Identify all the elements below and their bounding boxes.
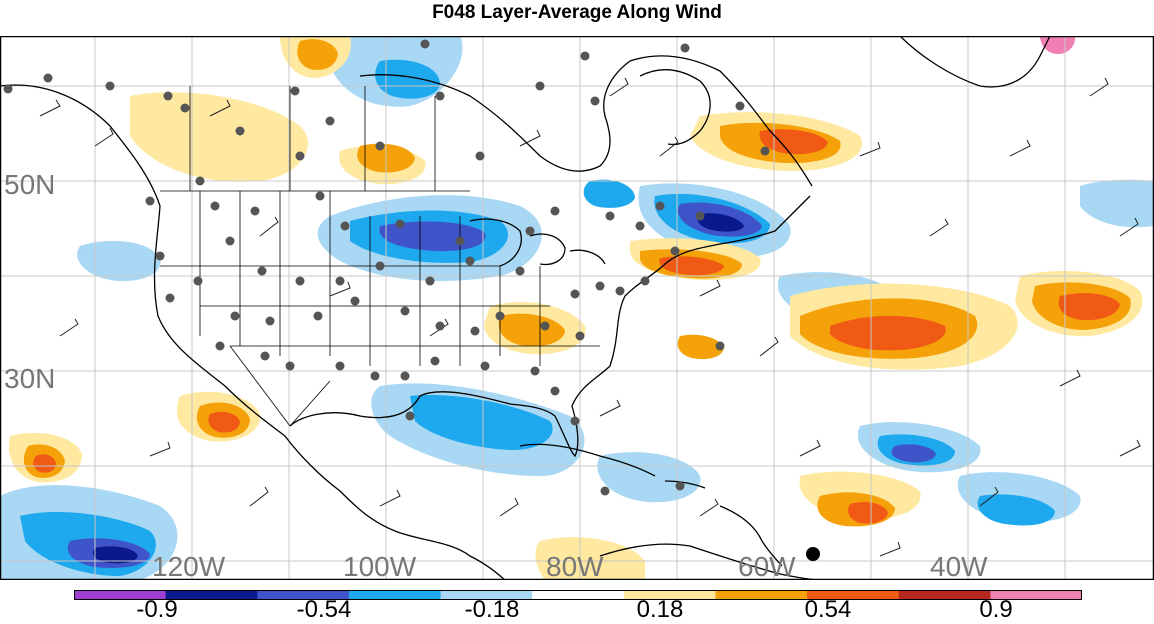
wind-barbs bbox=[39, 77, 1141, 557]
colorbar-cell bbox=[74, 590, 167, 600]
lat-labels: 50N 30N bbox=[4, 169, 55, 394]
coastlines bbox=[0, 36, 1051, 580]
colorbar-cell bbox=[440, 590, 533, 600]
political-borders bbox=[160, 86, 600, 427]
colorbar-label: -0.9 bbox=[136, 596, 178, 623]
lon-label-120w: 120W bbox=[152, 551, 226, 580]
colorbar-cell bbox=[898, 590, 991, 600]
colorbar-label: -0.18 bbox=[464, 596, 520, 623]
colorbar-cell bbox=[532, 590, 625, 600]
anomaly-shading bbox=[0, 36, 1154, 580]
colorbar-cell bbox=[990, 590, 1082, 600]
map-title: F048 Layer-Average Along Wind bbox=[432, 2, 722, 23]
lon-labels: 120W 100W 80W 60W 40W bbox=[152, 551, 988, 580]
colorbar-label: -0.54 bbox=[296, 596, 352, 623]
lat-lon-grid bbox=[0, 36, 1154, 580]
colorbar-cell bbox=[807, 590, 900, 600]
colorbar-label: 0.54 bbox=[804, 596, 852, 623]
lon-label-80w: 80W bbox=[546, 551, 604, 580]
colorbar-cell bbox=[165, 590, 258, 600]
colorbar-cell bbox=[348, 590, 442, 600]
lat-label-50n: 50N bbox=[4, 169, 55, 200]
map-panel: 50N 30N 120W 100W 80W 60W 40W bbox=[0, 36, 1154, 580]
lon-label-100w: 100W bbox=[343, 551, 417, 580]
lon-label-60w: 60W bbox=[738, 551, 796, 580]
colorbar bbox=[74, 590, 1082, 600]
colorbar-cell bbox=[715, 590, 808, 600]
station-dots bbox=[3, 39, 820, 561]
colorbar-cell bbox=[623, 590, 716, 600]
colorbar-label: 0.9 bbox=[979, 596, 1013, 623]
colorbar-label: 0.18 bbox=[636, 596, 684, 623]
colorbar-cell bbox=[257, 590, 350, 600]
lat-label-30n: 30N bbox=[4, 363, 55, 394]
lon-label-40w: 40W bbox=[930, 551, 988, 580]
